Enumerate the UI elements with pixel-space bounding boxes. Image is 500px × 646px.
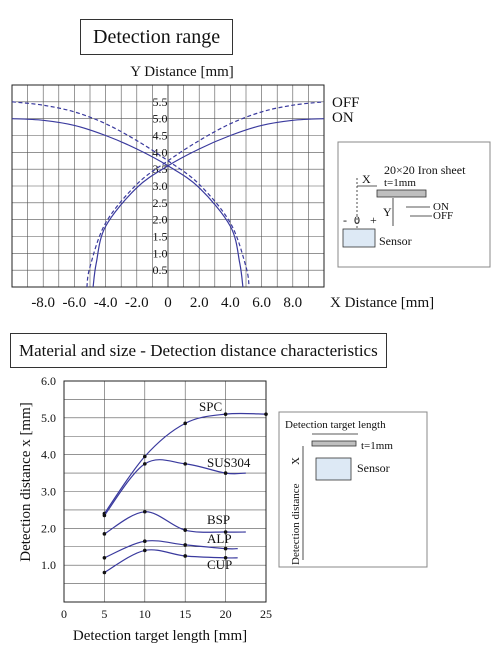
chart1-series-on-line — [92, 118, 324, 288]
chart2-xtick-label: 15 — [179, 607, 191, 621]
chart1-ytick-label: 2.0 — [153, 213, 168, 227]
chart1-xtick-label: 4.0 — [221, 295, 240, 311]
chart2-series-bsp-point — [223, 530, 228, 534]
inset1-x-label: X — [362, 172, 371, 186]
inset1-sheet-label: 20×20 Iron sheet — [384, 163, 466, 177]
chart1-frame — [11, 84, 325, 288]
chart1-series-off-line — [86, 101, 324, 288]
chart1-ylabel: Y Distance [mm] — [130, 64, 234, 80]
chart2-title: Material and size - Detection distance c… — [10, 333, 387, 368]
chart2-xlabel: Detection target length [mm] — [73, 628, 247, 644]
chart2-series-spc-label: SPC — [199, 399, 222, 414]
chart2-ytick-label: 5.0 — [41, 411, 56, 425]
chart2-series-alp-point — [143, 539, 147, 544]
chart2-series-alp-label: ALP — [207, 531, 232, 546]
chart1-xtick-label: -6.0 — [63, 295, 87, 311]
inset2-sensor-box — [315, 457, 352, 481]
chart1-xtick-label: -8.0 — [31, 295, 55, 311]
chart2-series-bsp-point — [183, 528, 187, 532]
chart2-series-spc-point — [264, 412, 268, 416]
inset2-t-label: t=1mm — [361, 440, 393, 452]
inset1-on-label: ON — [433, 201, 449, 213]
chart2-xtick-label: 5 — [101, 607, 107, 621]
chart1-xtick-label: 6.0 — [252, 295, 271, 311]
chart1-ytick-label: 3.0 — [153, 179, 168, 193]
chart2-ytick-label: 2.0 — [41, 521, 56, 535]
chart2-ytick-label: 4.0 — [41, 448, 56, 462]
chart1-ytick-label: 5.5 — [153, 95, 168, 109]
inset2-sensor-label: Sensor — [357, 461, 390, 475]
inset1-y-label: Y — [383, 205, 392, 219]
chart1-xlabel: X Distance [mm] — [330, 295, 434, 311]
chart2-series-alp-point — [102, 556, 107, 560]
chart1-ytick-label: 5.0 — [153, 112, 168, 126]
chart2-series-alp-point — [183, 543, 187, 547]
chart2-xtick-label: 25 — [260, 607, 272, 621]
chart1-ytick-label: 0.5 — [153, 263, 168, 277]
chart2-series-sus304-point — [223, 471, 228, 475]
chart2-series-sus304-point — [183, 462, 187, 466]
inset1-iron-sheet — [376, 189, 427, 198]
chart2-series-spc-point — [143, 454, 147, 459]
chart2-series-sus304-point — [102, 513, 107, 518]
chart2-series-alp-point — [223, 546, 228, 551]
chart1-legend-off: OFF — [332, 95, 360, 111]
chart2-series-bsp-point — [143, 509, 147, 514]
inset1-sensor-box — [342, 228, 376, 248]
inset1-minus: - — [343, 213, 347, 227]
chart2-series-cup-point — [223, 556, 228, 560]
chart1-xtick-label: 8.0 — [283, 295, 302, 311]
chart2-xtick-label: 0 — [61, 607, 67, 621]
chart2-series-cup-point — [183, 554, 187, 558]
inset2-x-axis-label: Detection distance — [290, 483, 302, 565]
chart1-series-off-line — [12, 101, 250, 288]
chart2-ytick-label: 1.0 — [41, 558, 56, 572]
inset1-zero: 0 — [354, 213, 360, 227]
chart1-ytick-label: 2.5 — [153, 196, 168, 210]
chart2-ytick-label: 3.0 — [41, 485, 56, 499]
inset1-sensor-label: Sensor — [379, 234, 412, 248]
chart2-series-bsp-point — [102, 532, 107, 536]
inset2-target-plate — [311, 440, 357, 447]
chart1-xtick-label: -4.0 — [94, 295, 118, 311]
chart1-legend-on: ON — [332, 110, 354, 126]
chart1-title: Detection range — [80, 19, 234, 55]
chart2-series-cup-point — [102, 570, 107, 575]
chart1-series-on-line — [12, 118, 244, 288]
chart1-ytick-label: 1.0 — [153, 246, 168, 260]
chart2-ytick-label: 6.0 — [41, 374, 56, 388]
chart1-ytick-label: 1.5 — [153, 230, 168, 244]
inset2-frame — [278, 411, 428, 568]
chart1-ytick-label: 4.5 — [153, 129, 168, 143]
chart2-series-sus304-point — [143, 462, 147, 466]
chart2-series-sus304-label: SUS304 — [207, 455, 251, 470]
inset2-target-label: Detection target length — [285, 419, 386, 431]
chart1-ytick-label: 4.0 — [153, 145, 168, 159]
detection-range-chart: Y Distance [mm]0.51.01.52.02.53.03.54.04… — [11, 64, 434, 311]
chart2-series-bsp-label: BSP — [207, 512, 230, 527]
inset1-plus: + — [370, 213, 377, 227]
chart1-grid — [11, 84, 325, 288]
inset1-off-label: OFF — [433, 210, 453, 222]
chart2-xtick-label: 10 — [139, 607, 151, 621]
chart2-ylabel: Detection distance x [mm] — [18, 402, 34, 562]
chart2-xtick-label: 20 — [220, 607, 232, 621]
chart2-series-cup-point — [143, 548, 147, 553]
chart2-series-cup-label: CUP — [207, 557, 232, 572]
chart2-frame — [63, 380, 267, 603]
chart1-xtick-label: 0 — [164, 295, 172, 311]
chart2-series-spc-point — [183, 421, 187, 426]
chart1-xtick-label: 2.0 — [190, 295, 209, 311]
inset1-t-label: t=1mm — [384, 177, 416, 189]
chart2-series-spc-point — [223, 412, 228, 416]
inset2-x-label: X — [290, 457, 302, 465]
chart1-xtick-label: -2.0 — [125, 295, 149, 311]
